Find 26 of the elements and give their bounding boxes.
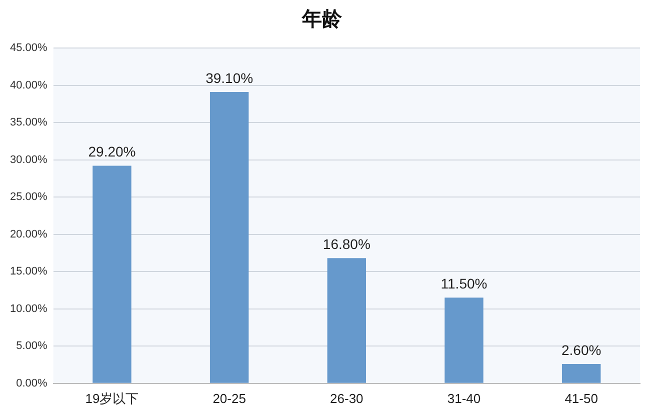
x-tick-label: 19岁以下	[85, 390, 139, 406]
y-tick-label: 10.00%	[10, 302, 48, 315]
y-tick-label: 0.00%	[16, 377, 48, 390]
chart-title: 年龄	[301, 8, 343, 31]
data-label: 2.60%	[561, 342, 602, 358]
x-tick-label: 41-50	[564, 390, 598, 406]
bar	[444, 298, 484, 383]
y-tick-label: 45.00%	[10, 42, 48, 54]
x-tick-label: 26-30	[330, 390, 364, 406]
y-tick-label: 40.00%	[10, 79, 48, 92]
y-tick-label: 20.00%	[10, 228, 48, 240]
bar	[92, 166, 132, 383]
data-label: 16.80%	[322, 236, 370, 252]
y-tick-label: 35.00%	[10, 116, 48, 129]
bar	[327, 258, 366, 383]
data-label: 29.20%	[88, 144, 136, 160]
bar	[562, 364, 601, 383]
y-tick-label: 25.00%	[10, 191, 48, 204]
y-tick-label: 15.00%	[10, 266, 48, 278]
data-label: 39.10%	[206, 70, 254, 86]
y-tick-label: 5.00%	[16, 340, 48, 352]
bar	[210, 92, 249, 383]
x-tick-label: 31-40	[447, 390, 481, 406]
y-tick-label: 30.00%	[10, 154, 48, 166]
data-label: 11.50%	[440, 276, 488, 292]
x-tick-label: 20-25	[212, 390, 246, 406]
